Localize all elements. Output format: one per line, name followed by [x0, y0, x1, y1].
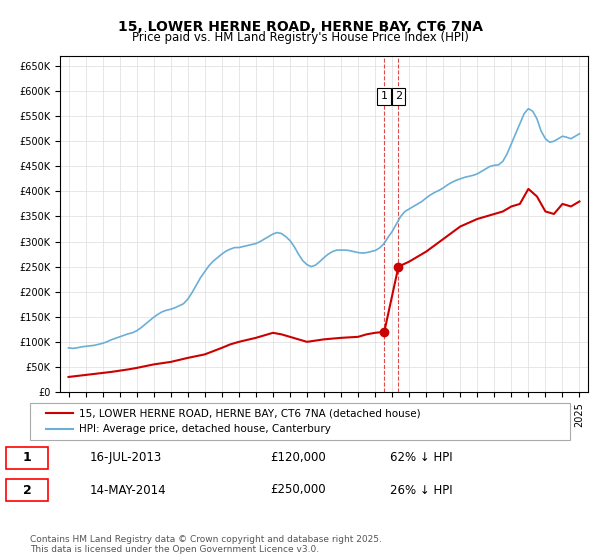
Text: £120,000: £120,000 — [270, 451, 326, 464]
Text: 1: 1 — [23, 451, 31, 464]
Text: 1: 1 — [381, 91, 388, 101]
Text: 16-JUL-2013: 16-JUL-2013 — [90, 451, 162, 464]
Text: 15, LOWER HERNE ROAD, HERNE BAY, CT6 7NA: 15, LOWER HERNE ROAD, HERNE BAY, CT6 7NA — [118, 20, 482, 34]
Text: 62% ↓ HPI: 62% ↓ HPI — [390, 451, 452, 464]
Text: 2: 2 — [395, 91, 402, 101]
Text: 2: 2 — [23, 483, 31, 497]
Text: HPI: Average price, detached house, Canterbury: HPI: Average price, detached house, Cant… — [79, 424, 331, 435]
Text: 15, LOWER HERNE ROAD, HERNE BAY, CT6 7NA (detached house): 15, LOWER HERNE ROAD, HERNE BAY, CT6 7NA… — [79, 408, 420, 418]
FancyBboxPatch shape — [6, 447, 48, 469]
Text: 14-MAY-2014: 14-MAY-2014 — [90, 483, 167, 497]
FancyBboxPatch shape — [30, 403, 570, 440]
Text: 26% ↓ HPI: 26% ↓ HPI — [390, 483, 452, 497]
Text: Contains HM Land Registry data © Crown copyright and database right 2025.
This d: Contains HM Land Registry data © Crown c… — [30, 535, 382, 554]
Text: Price paid vs. HM Land Registry's House Price Index (HPI): Price paid vs. HM Land Registry's House … — [131, 31, 469, 44]
Text: £250,000: £250,000 — [270, 483, 326, 497]
FancyBboxPatch shape — [6, 479, 48, 501]
